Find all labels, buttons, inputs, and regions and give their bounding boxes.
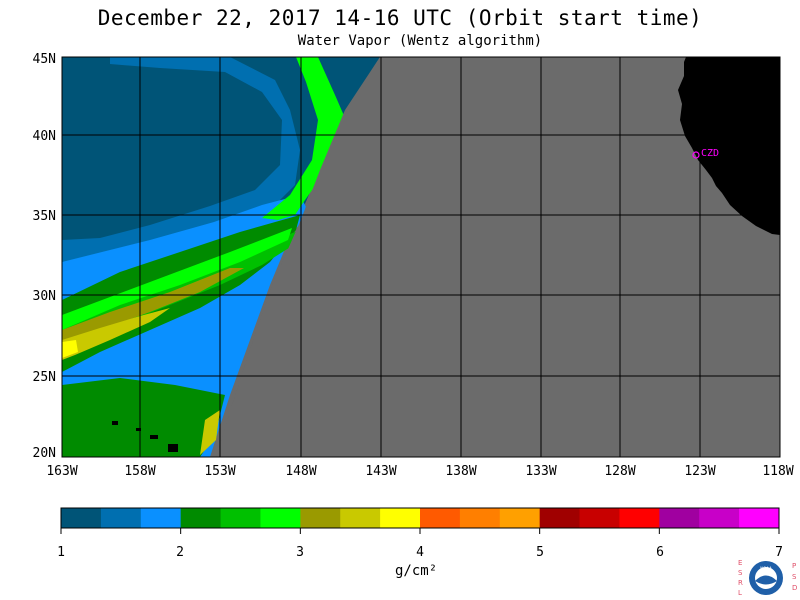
colorbar-swatch bbox=[300, 508, 341, 528]
logo-letter: S bbox=[792, 573, 797, 581]
map-title: December 22, 2017 14-16 UTC (Orbit start… bbox=[97, 6, 703, 30]
colorbar-swatch bbox=[380, 508, 421, 528]
lon-label: 123W bbox=[684, 464, 715, 479]
colorbar-swatch bbox=[340, 508, 381, 528]
lon-label: 133W bbox=[525, 464, 556, 479]
colorbar-tick-label: 4 bbox=[416, 545, 424, 560]
colorbar-swatch bbox=[739, 508, 780, 528]
logo-letter: E bbox=[738, 559, 742, 567]
noaa-esrl-psd-logo: E S R L NOAA P S D bbox=[738, 559, 797, 597]
swath-bright-green bbox=[262, 57, 345, 220]
island-oahu bbox=[136, 428, 141, 431]
colorbar-swatch bbox=[699, 508, 740, 528]
lat-label: 30N bbox=[33, 289, 56, 304]
swath-yellow-olive bbox=[62, 308, 170, 360]
colorbar-swatch bbox=[579, 508, 620, 528]
colorbar-swatch bbox=[420, 508, 461, 528]
island-hawaii bbox=[168, 444, 178, 452]
colorbar-swatch bbox=[140, 508, 182, 528]
lat-label: 35N bbox=[33, 209, 56, 224]
colorbar-tick-label: 6 bbox=[656, 545, 664, 560]
station-circle-icon bbox=[692, 151, 700, 159]
lon-label: 138W bbox=[445, 464, 476, 479]
lon-label: 118W bbox=[762, 464, 793, 479]
colorbar-tick-label: 3 bbox=[296, 545, 304, 560]
colorbar-swatch bbox=[61, 508, 102, 528]
lon-label: 128W bbox=[604, 464, 635, 479]
station-marker: CZD bbox=[692, 148, 719, 159]
lon-label: 148W bbox=[285, 464, 316, 479]
lat-label: 45N bbox=[33, 52, 56, 67]
north-america-land bbox=[678, 57, 780, 235]
graticule bbox=[62, 57, 780, 457]
swath-dark-green-south bbox=[62, 378, 225, 457]
colorbar-tick-label: 5 bbox=[536, 545, 544, 560]
swath-bright-green-band bbox=[62, 228, 292, 330]
colorbar-swatch bbox=[499, 508, 541, 528]
lon-label: 158W bbox=[124, 464, 155, 479]
colorbar bbox=[60, 507, 780, 534]
swath-yellow-core bbox=[62, 340, 78, 358]
logo-letter: L bbox=[738, 589, 742, 597]
lat-label: 25N bbox=[33, 370, 56, 385]
colorbar-swatch bbox=[459, 508, 501, 528]
colorbar-swatch bbox=[220, 508, 261, 528]
lon-label: 163W bbox=[46, 464, 77, 479]
map-subtitle: Water Vapor (Wentz algorithm) bbox=[297, 33, 543, 49]
colorbar-swatch bbox=[659, 508, 700, 528]
logo-letter: D bbox=[792, 584, 797, 592]
logo-letter: P bbox=[792, 562, 796, 570]
colorbar-units: g/cm² bbox=[395, 563, 438, 579]
logo-letter: R bbox=[738, 579, 743, 587]
noaa-emblem-text: NOAA bbox=[760, 566, 772, 571]
colorbar-swatch bbox=[619, 508, 660, 528]
noaa-gull-icon bbox=[755, 575, 777, 585]
station-label: CZD bbox=[701, 148, 719, 159]
colorbar-tick-label: 1 bbox=[57, 545, 65, 560]
colorbar-tick-label: 7 bbox=[775, 545, 783, 560]
lat-label: 20N bbox=[33, 446, 56, 461]
water-vapor-field bbox=[62, 57, 780, 457]
colorbar-swatch bbox=[539, 508, 581, 528]
logo-letter: S bbox=[738, 569, 743, 577]
lat-label: 40N bbox=[33, 129, 56, 144]
island-kauai bbox=[112, 421, 118, 425]
swath-yellow-south bbox=[200, 410, 220, 455]
island-maui bbox=[150, 435, 158, 439]
swath-mid-blue bbox=[62, 57, 300, 262]
swath-edge-mask bbox=[216, 57, 780, 457]
colorbar-tick-label: 2 bbox=[176, 545, 184, 560]
colorbar-swatch bbox=[260, 508, 301, 528]
colorbar-swatch bbox=[100, 508, 142, 528]
map-frame bbox=[61, 56, 781, 458]
colorbar-swatch bbox=[180, 508, 222, 528]
lon-label: 143W bbox=[365, 464, 396, 479]
lon-label: 153W bbox=[204, 464, 235, 479]
